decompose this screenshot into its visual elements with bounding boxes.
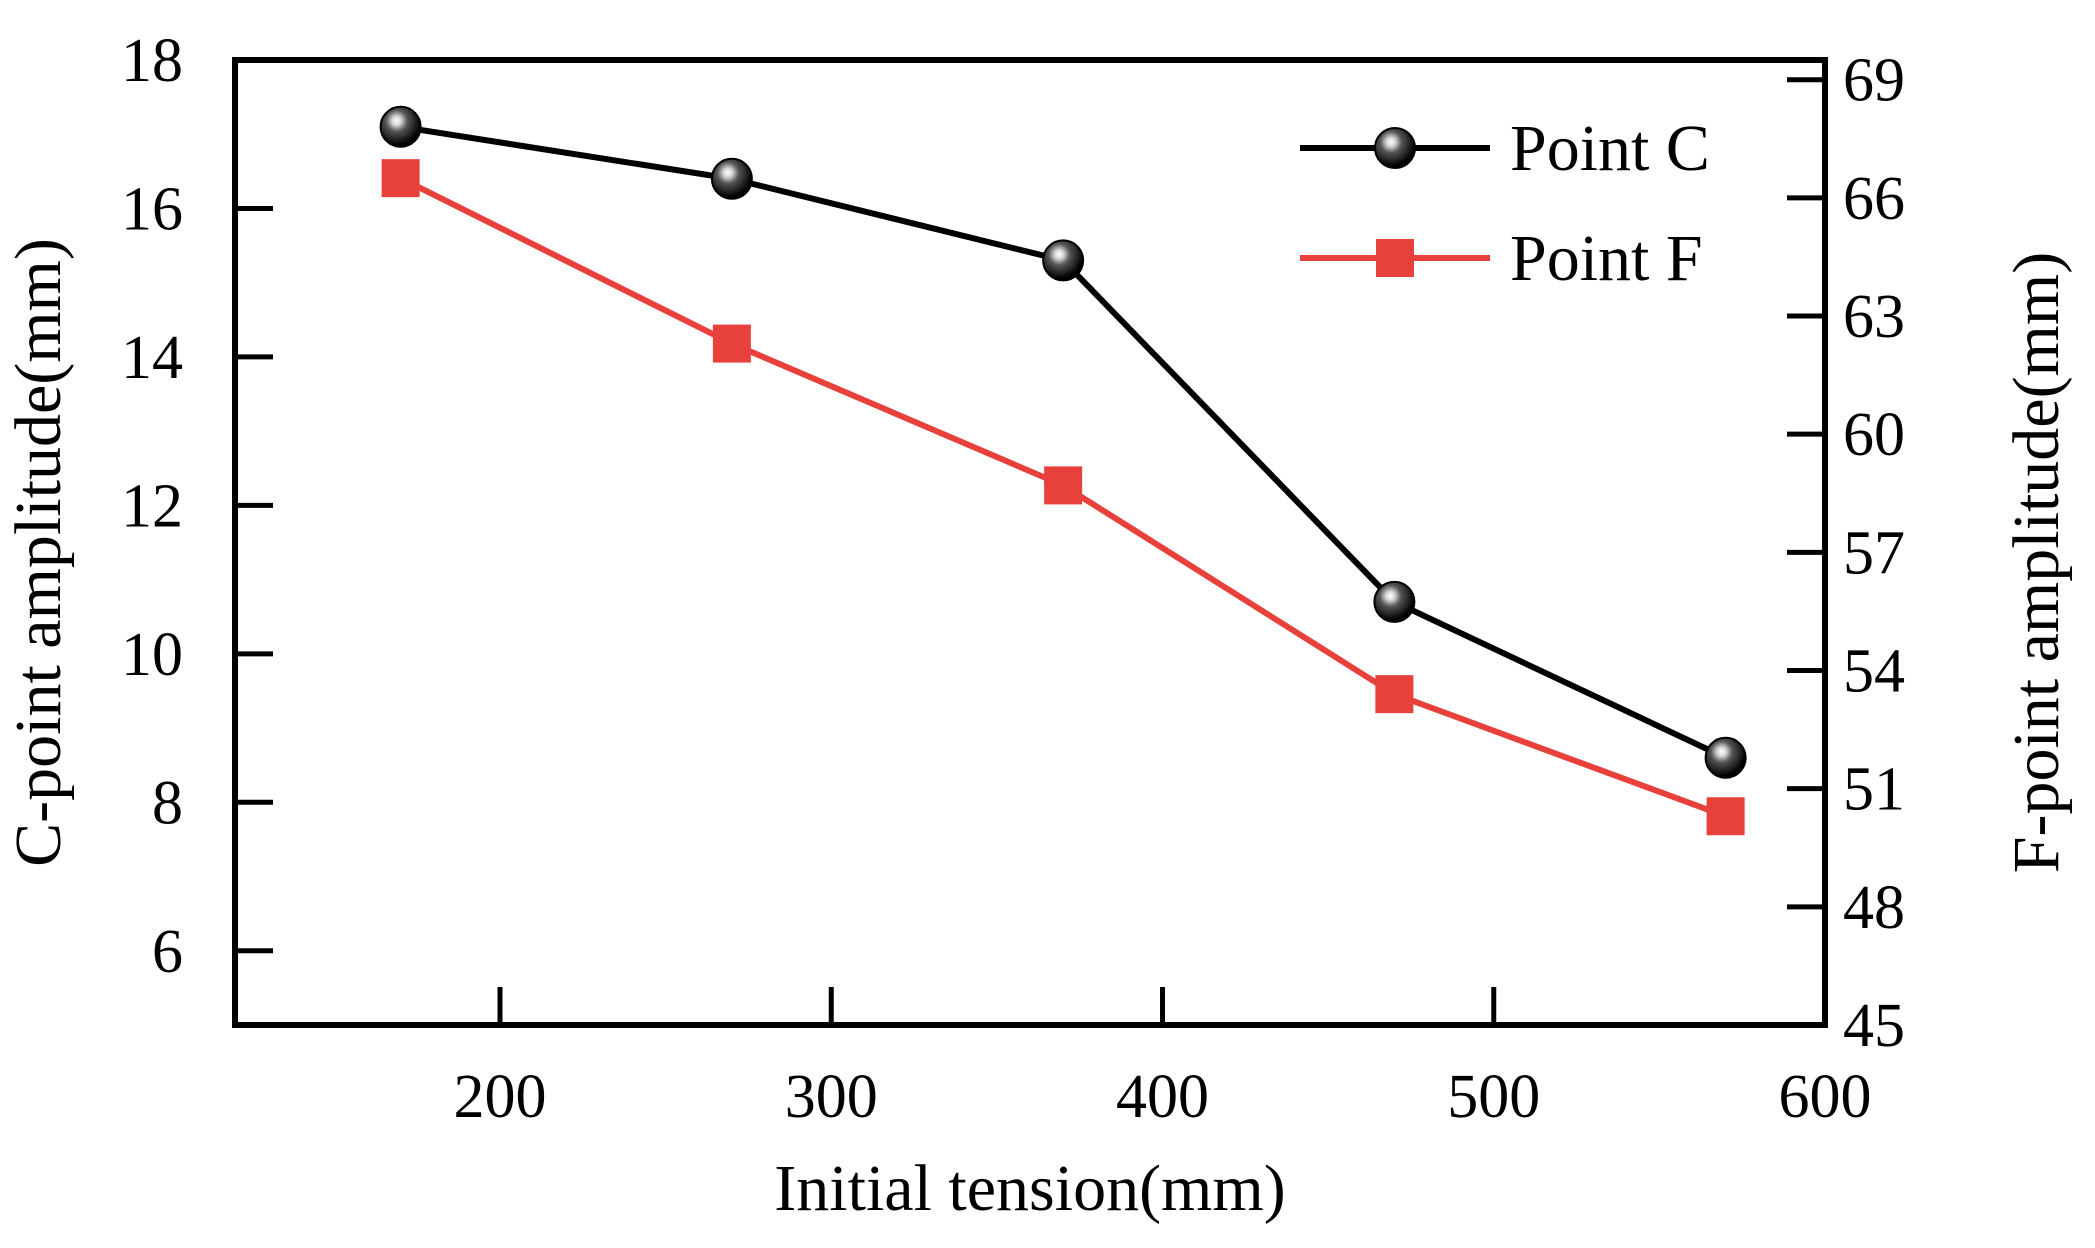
legend-label-point-f: Point F <box>1510 222 1703 295</box>
x-tick-label-200: 200 <box>454 1063 547 1131</box>
plot-frame <box>232 57 1828 1028</box>
legend-marker-point-f <box>1376 239 1414 277</box>
y2-tick-label-48: 48 <box>1843 874 1905 942</box>
x-tick-label-300: 300 <box>785 1063 878 1131</box>
y-tick-label-8: 8 <box>152 769 183 837</box>
x-tick-label-600: 600 <box>1779 1063 1872 1131</box>
y-tick-label-6: 6 <box>152 918 183 986</box>
x-axis: 200 300 400 500 600 <box>454 987 1872 1131</box>
y2-tick-label-69: 69 <box>1843 47 1905 115</box>
y-axis-right: 45 48 51 54 57 60 63 66 69 <box>1787 47 1905 1060</box>
y2-tick-label-57: 57 <box>1843 519 1905 587</box>
point-point-f-2 <box>1044 466 1083 505</box>
point-point-c-4 <box>1704 736 1747 779</box>
y-tick-label-14: 14 <box>121 324 183 392</box>
point-point-c-0 <box>379 105 422 148</box>
point-point-f-4 <box>1706 797 1745 836</box>
y2-tick-label-54: 54 <box>1843 638 1905 706</box>
y-tick-label-10: 10 <box>121 621 183 689</box>
y2-tick-label-60: 60 <box>1843 401 1905 469</box>
y-tick-label-16: 16 <box>121 175 183 243</box>
y-axis-right-title: F-point amplitude(mm) <box>2000 252 2073 873</box>
y-axis-left: 6 8 10 12 14 16 18 <box>121 27 273 986</box>
x-tick-label-400: 400 <box>1116 1063 1209 1131</box>
series-layer <box>379 105 1747 836</box>
point-point-f-0 <box>381 159 420 198</box>
y-axis-left-title: C-point amplitude(mm) <box>2 238 75 867</box>
point-point-c-1 <box>710 157 753 200</box>
y2-tick-label-63: 63 <box>1843 283 1905 351</box>
y2-tick-label-45: 45 <box>1843 992 1905 1060</box>
x-axis-title: Initial tension(mm) <box>774 1152 1285 1225</box>
legend-marker-point-c <box>1374 127 1416 169</box>
x-tick-label-500: 500 <box>1447 1063 1540 1131</box>
legend-label-point-c: Point C <box>1510 112 1710 185</box>
y-tick-label-18: 18 <box>121 27 183 95</box>
legend: Point C Point F <box>1300 112 1710 295</box>
point-point-f-3 <box>1375 675 1414 714</box>
plot-border <box>232 57 1828 1028</box>
y2-tick-label-66: 66 <box>1843 165 1905 233</box>
point-point-f-1 <box>712 324 751 363</box>
point-point-c-3 <box>1373 580 1416 623</box>
y2-tick-label-51: 51 <box>1843 756 1905 824</box>
y-tick-label-12: 12 <box>121 472 183 540</box>
point-point-c-2 <box>1042 239 1085 282</box>
